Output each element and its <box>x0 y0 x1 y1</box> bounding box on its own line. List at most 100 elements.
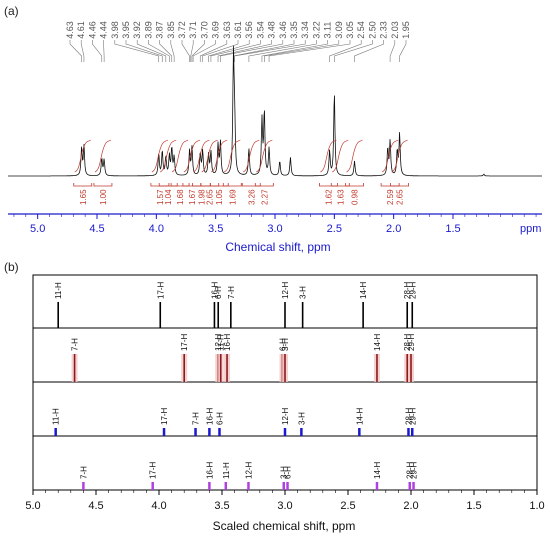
panel-a-leader <box>103 40 105 62</box>
panel-a-integral-curve <box>160 139 177 173</box>
panel-a-peak-label: 4.44 <box>99 21 109 39</box>
panel-b-stick-label: 6-H <box>214 286 223 299</box>
panel-b-stick-label: 29-H <box>408 281 417 299</box>
panel-b-stick-label: 6-H <box>284 466 293 479</box>
panel-a-integral-value: 2.65 <box>396 189 405 205</box>
panel-a-integral-curve <box>193 139 210 173</box>
panel-a-integral-curve <box>94 139 112 173</box>
panel-a-peak-label: 4.63 <box>65 21 75 39</box>
panel-a-leader <box>208 40 250 62</box>
panel-a-integral-curve <box>151 139 169 173</box>
panel-a-x-axis-title: Chemical shift, ppm <box>225 240 330 254</box>
panel-b-stick-label: 14-H <box>359 281 368 299</box>
panel-a-integral-value: 1.62 <box>324 189 333 205</box>
panel-a-leader <box>334 40 373 62</box>
panel-b-stick-spectra: 11-H 17-H 16-H6-H 7-H 12-H 3-H 14-H 28-H29-H7-H… <box>25 274 545 512</box>
panel-a-integral-bracket <box>170 183 190 187</box>
panel-a-integral-value: 3.26 <box>247 189 256 205</box>
panel-b-stick-label: 14-H <box>373 333 382 351</box>
panel-a-leader <box>248 40 317 62</box>
panel-b-stick-label: 3-H <box>281 338 290 351</box>
panel-b-stick-label: 12-H <box>214 333 223 351</box>
panel-a-leader <box>92 40 103 62</box>
panel-a-integral-bracket <box>254 183 274 187</box>
panel-a-integral-curve <box>211 139 228 173</box>
panel-b-stick-label: 28-H <box>404 407 413 425</box>
panel-a-peak-label: 3.70 <box>199 21 209 39</box>
panel-a-peak-label: 3.72 <box>177 21 187 39</box>
panel-a-peak-label: 3.63 <box>222 21 232 39</box>
panel-a-tick-label: 1.5 <box>445 223 460 235</box>
panel-a-peak-label: 4.46 <box>87 21 97 39</box>
panel-a-integral-bracket <box>209 183 229 187</box>
panel-a-integral-value: 1.05 <box>215 189 224 205</box>
panel-a-leader <box>114 40 160 62</box>
panel-a-leader <box>210 40 261 62</box>
panel-a-tick-label: 3.0 <box>267 223 282 235</box>
panel-a-spectrum <box>8 45 542 177</box>
panel-a-leader <box>389 40 396 62</box>
panel-b-stick-label: 12-H <box>244 461 253 479</box>
panel-b-stick-label: 28-H <box>403 281 412 299</box>
panel-a-peak-label: 2.33 <box>379 21 389 39</box>
panel-b-stick-label: 3-H <box>280 466 289 479</box>
panel-b-stick-label: 28-H <box>403 333 412 351</box>
panel-a-integral-value: 2.27 <box>260 189 269 205</box>
panel-a-integral-bracket <box>222 183 242 187</box>
panel-a-leader <box>80 40 85 62</box>
panel-a-integral-value: 1.67 <box>188 189 197 205</box>
panel-a-tick-label: 4.0 <box>149 223 164 235</box>
panel-a-leader <box>148 40 170 62</box>
panel-a-integral-value: 1.00 <box>99 189 108 205</box>
panel-b-stick-label: 7-H <box>71 338 80 351</box>
panel-a-integral-bracket <box>73 183 93 187</box>
panel-a-integral-curve <box>391 139 408 173</box>
panel-a-peak-label: 1.95 <box>401 21 411 39</box>
panel-a-peak-label: 3.87 <box>155 21 165 39</box>
panel-a-peak-label: 3.22 <box>311 21 321 39</box>
panel-a-peak-label: 3.61 <box>233 21 243 39</box>
panel-a-leader <box>170 40 175 62</box>
panel-a-peak-label: 3.09 <box>334 21 344 39</box>
panel-b-series-3: 11-H 17-H 7-H 16-H 6-H 12-H 3-H 14-H 28-H29-H <box>52 407 417 436</box>
panel-a-tick-label: 4.5 <box>89 223 104 235</box>
panel-b-stick-label: 14-H <box>373 461 382 479</box>
panel-a-integral-curve <box>74 139 91 173</box>
panel-b-stick-label: 11-H <box>52 408 61 425</box>
panel-a-peak-label: 3.95 <box>121 21 131 39</box>
panel-a-integral-value: 2.65 <box>206 189 215 205</box>
panel-a-integral-bracket <box>241 183 261 187</box>
panel-a-leader <box>191 40 205 62</box>
panel-a-integral-bracket <box>330 183 350 187</box>
panel-b-stick-label: 3-H <box>297 412 306 425</box>
panel-b-stick-label: 11-H <box>222 462 231 479</box>
panel-a-integral-value: 2.59 <box>386 189 395 205</box>
panel-b-series-2: 7-H 17-H 12-H11-H16-H 6-H3-H 14-H 28-H29-H <box>71 333 416 382</box>
panel-a-integral-value: 1.63 <box>336 189 345 205</box>
panel-b-stick-label: 16-H <box>205 461 214 479</box>
panel-a-leader <box>220 40 284 62</box>
panel-a-tick-label: 5.0 <box>30 223 45 235</box>
panel-b-stick-label: 6-H <box>215 412 224 425</box>
panel-b-stick-label: 7-H <box>79 466 88 479</box>
panel-a-integral-value: 1.68 <box>176 189 185 205</box>
panel-b-stick-label: 16-H <box>223 333 232 351</box>
panel-b-stick-label: 28-H <box>406 461 415 479</box>
panel-b-stick-label: 7-H <box>227 286 236 299</box>
panel-a-peak-label: 3.85 <box>166 21 176 39</box>
panel-a-leader <box>190 40 194 62</box>
panel-a-peak-label: 3.92 <box>132 21 142 39</box>
panel-a-leader <box>192 40 216 62</box>
panel-a-leader <box>261 40 328 62</box>
panel-b-stick-label: 29-H <box>410 461 419 479</box>
panel-a-tick-label: 2.0 <box>386 223 401 235</box>
panel-b-stick-label: 17-H <box>156 281 165 299</box>
panel-b-tick-label: 4.0 <box>151 500 166 512</box>
panel-b-series-4: 7-H 17-H 16-H 11-H 12-H 3-H6-H 14-H 28-H29-H <box>79 461 419 490</box>
panel-a-leader <box>399 40 407 62</box>
panel-a-integral-value: 0.98 <box>351 189 360 205</box>
panel-b-stick-label: 17-H <box>180 333 189 351</box>
panel-a-peak-label: 3.34 <box>300 21 310 39</box>
panel-a-integral-value: 1.98 <box>197 189 206 205</box>
panel-a-integral-curve <box>224 139 241 173</box>
